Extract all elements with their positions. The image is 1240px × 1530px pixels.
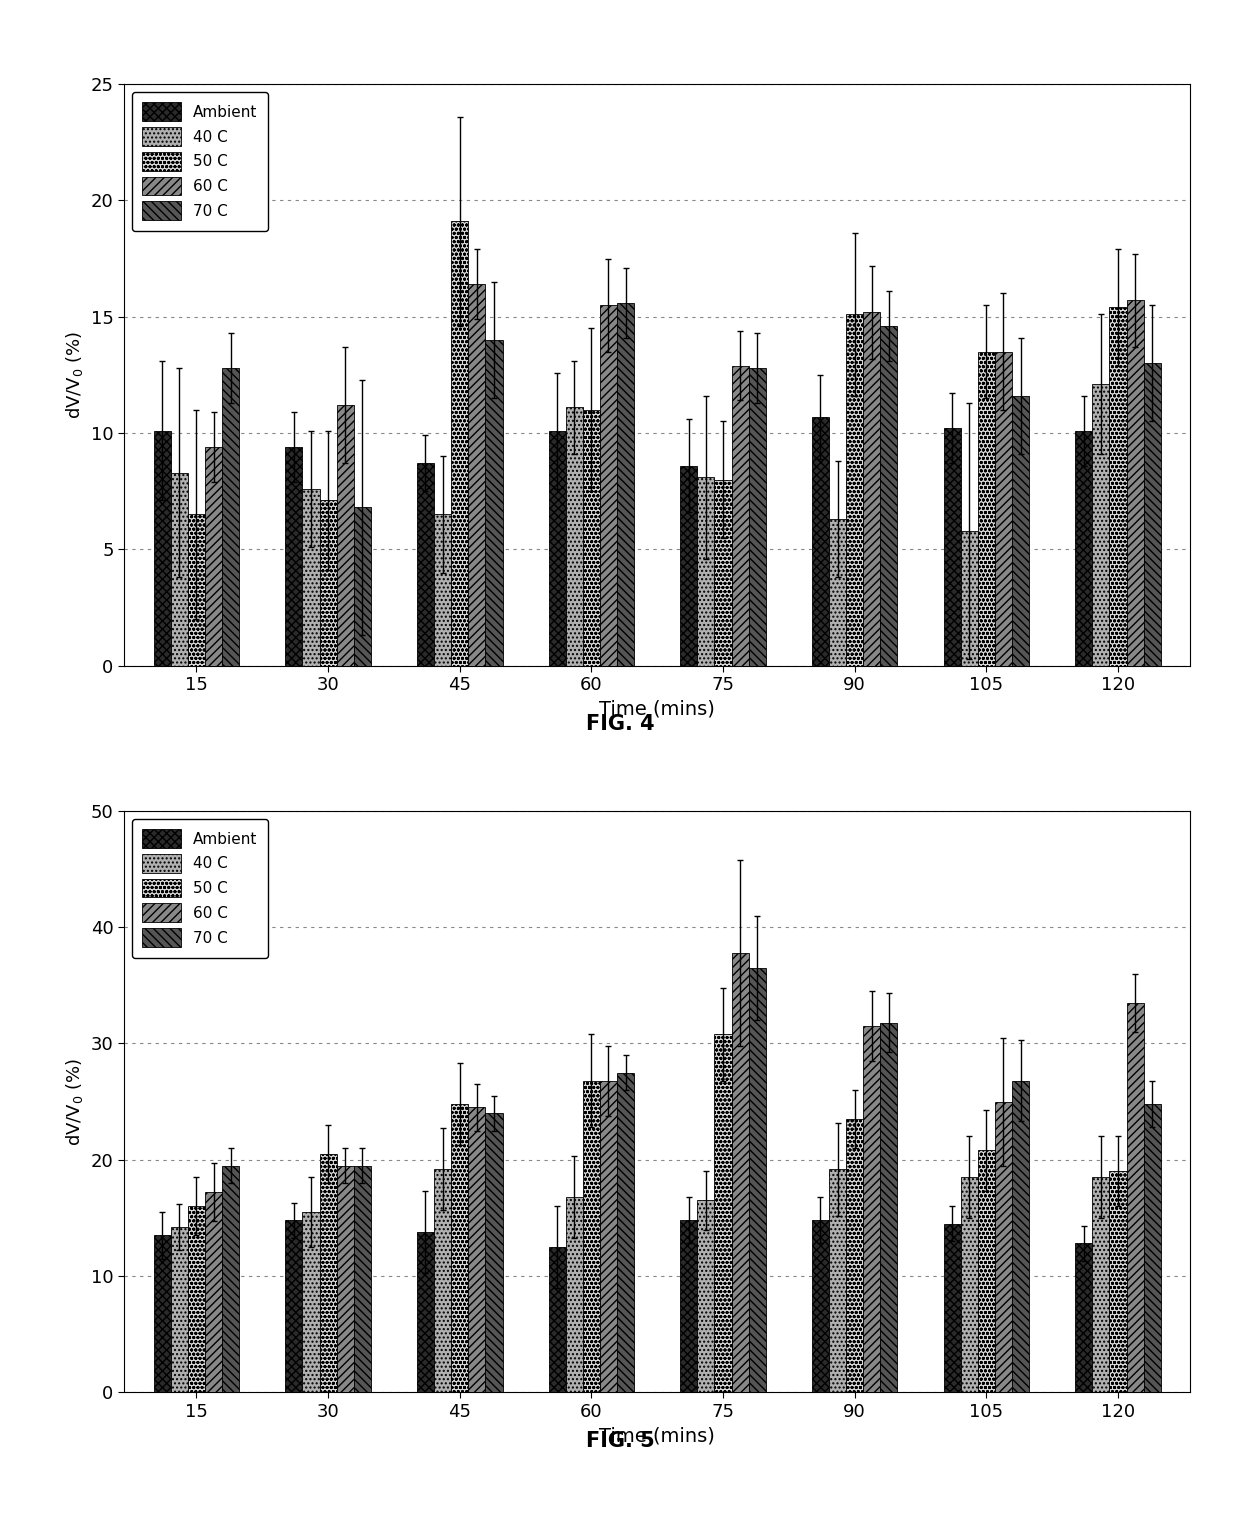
Bar (154, 1235, 171, 1392)
Bar (485, 1114, 502, 1392)
Legend: Ambient, 40 C, 50 C, 60 C, 70 C: Ambient, 40 C, 50 C, 60 C, 70 C (131, 819, 268, 958)
Y-axis label: dV/V$_0$ (%): dV/V$_0$ (%) (64, 330, 86, 419)
Bar (880, 1022, 898, 1392)
Bar (548, 1247, 565, 1392)
Bar (171, 473, 187, 666)
Bar (994, 1102, 1012, 1392)
Bar (944, 428, 961, 666)
Bar (565, 407, 583, 666)
Bar (222, 367, 239, 666)
Bar (697, 1201, 714, 1392)
Bar (583, 1080, 600, 1392)
Bar (451, 1105, 469, 1392)
Bar (1127, 300, 1143, 666)
Bar (205, 447, 222, 666)
Bar (732, 953, 749, 1392)
Bar (1110, 1172, 1127, 1392)
Bar (1092, 1177, 1110, 1392)
Y-axis label: dV/V$_0$ (%): dV/V$_0$ (%) (64, 1057, 86, 1146)
Bar (681, 465, 697, 666)
Bar (451, 222, 469, 666)
Bar (548, 430, 565, 666)
X-axis label: Time (mins): Time (mins) (599, 1426, 715, 1446)
Bar (994, 352, 1012, 666)
Legend: Ambient, 40 C, 50 C, 60 C, 70 C: Ambient, 40 C, 50 C, 60 C, 70 C (131, 92, 268, 231)
Bar (618, 303, 634, 666)
Text: FIG. 4: FIG. 4 (585, 713, 655, 734)
Bar (944, 1224, 961, 1392)
Bar (1092, 384, 1110, 666)
Bar (320, 1154, 336, 1392)
Bar (749, 968, 766, 1392)
Bar (978, 1151, 994, 1392)
Bar (681, 1221, 697, 1392)
Bar (863, 312, 880, 666)
Bar (1143, 363, 1161, 666)
Bar (485, 340, 502, 666)
Bar (600, 1080, 618, 1392)
Bar (961, 1177, 978, 1392)
Bar (336, 405, 353, 666)
Bar (565, 1196, 583, 1392)
Bar (618, 1073, 634, 1392)
X-axis label: Time (mins): Time (mins) (599, 699, 715, 719)
Bar (846, 314, 863, 666)
Bar (732, 366, 749, 666)
Bar (205, 1192, 222, 1392)
Bar (434, 514, 451, 666)
Bar (320, 500, 336, 666)
Bar (1110, 308, 1127, 666)
Bar (812, 416, 830, 666)
Bar (1127, 1002, 1143, 1392)
Bar (353, 1166, 371, 1392)
Bar (417, 1232, 434, 1392)
Bar (1012, 396, 1029, 666)
Bar (749, 367, 766, 666)
Bar (880, 326, 898, 666)
Bar (1143, 1105, 1161, 1392)
Bar (830, 1169, 846, 1392)
Bar (336, 1166, 353, 1392)
Bar (714, 479, 732, 666)
Bar (417, 464, 434, 666)
Bar (171, 1227, 187, 1392)
Bar (434, 1169, 451, 1392)
Bar (830, 519, 846, 666)
Bar (1075, 430, 1092, 666)
Bar (353, 508, 371, 666)
Bar (863, 1027, 880, 1392)
Bar (978, 352, 994, 666)
Bar (1075, 1244, 1092, 1392)
Bar (303, 1212, 320, 1392)
Bar (583, 410, 600, 666)
Bar (285, 447, 303, 666)
Bar (187, 514, 205, 666)
Bar (469, 1108, 485, 1392)
Bar (187, 1206, 205, 1392)
Bar (846, 1118, 863, 1392)
Bar (469, 285, 485, 666)
Bar (154, 430, 171, 666)
Bar (812, 1221, 830, 1392)
Bar (222, 1166, 239, 1392)
Bar (714, 1034, 732, 1392)
Bar (961, 531, 978, 666)
Text: FIG. 5: FIG. 5 (585, 1431, 655, 1452)
Bar (600, 304, 618, 666)
Bar (303, 488, 320, 666)
Bar (285, 1221, 303, 1392)
Bar (697, 477, 714, 666)
Bar (1012, 1080, 1029, 1392)
